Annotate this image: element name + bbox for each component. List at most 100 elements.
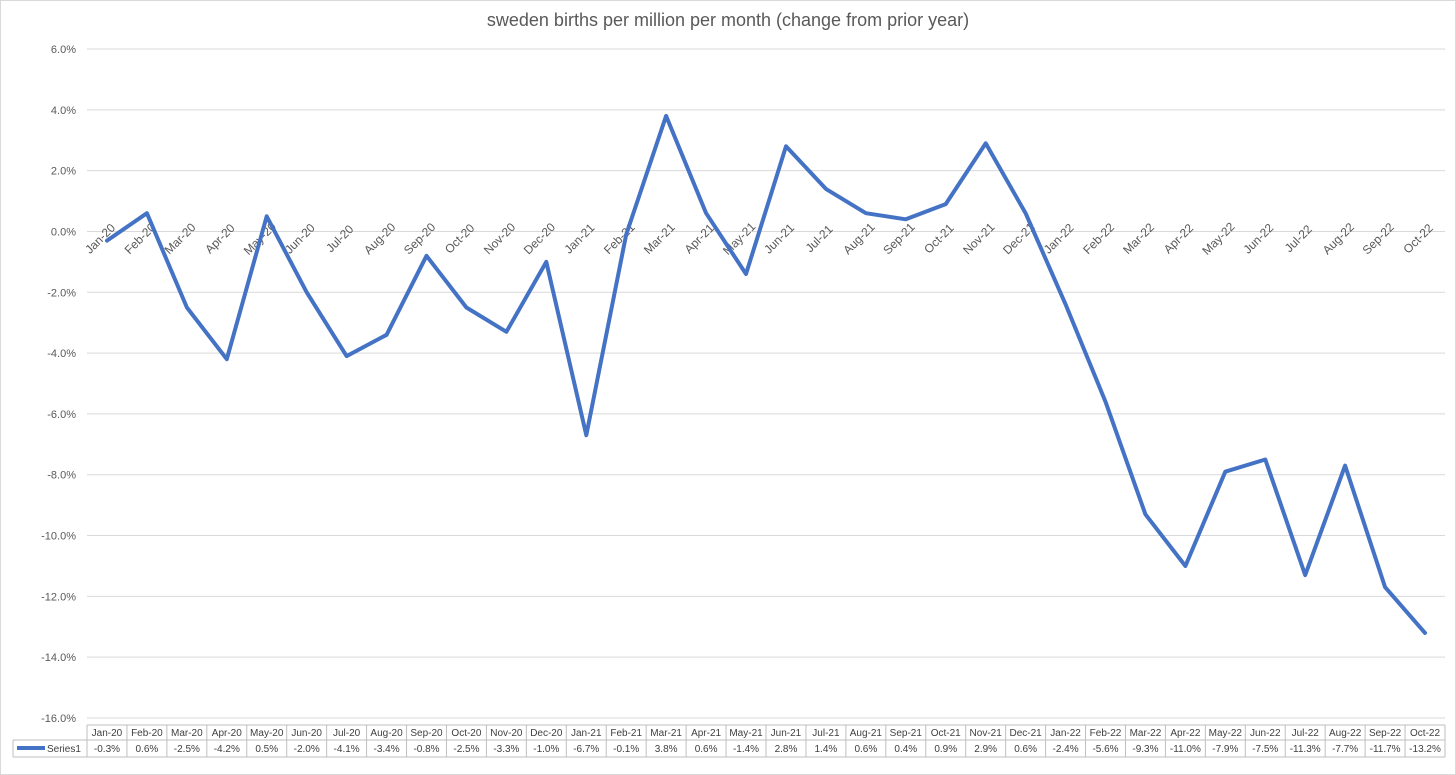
- y-tick-label: 4.0%: [51, 105, 76, 117]
- x-tick-label: Mar-21: [641, 220, 678, 257]
- y-tick-label: -2.0%: [47, 287, 76, 299]
- x-tick-label: Oct-22: [1401, 221, 1437, 257]
- table-category-label: Jan-22: [1050, 728, 1081, 739]
- table-category-label: Oct-20: [451, 728, 481, 739]
- table-value-label: -2.4%: [1052, 744, 1078, 755]
- x-tick-label: Aug-20: [361, 220, 398, 257]
- table-value-label: -3.3%: [493, 744, 519, 755]
- y-tick-label: 6.0%: [51, 44, 76, 56]
- x-tick-label: Jun-22: [1241, 220, 1277, 256]
- x-tick-label: Apr-22: [1161, 221, 1197, 257]
- table-value-label: 0.6%: [854, 744, 877, 755]
- table-category-label: Sep-22: [1369, 728, 1402, 739]
- y-tick-label: 0.0%: [51, 226, 76, 238]
- table-value-label: -11.0%: [1170, 744, 1201, 755]
- table-category-label: May-20: [250, 728, 284, 739]
- y-tick-label: -6.0%: [47, 409, 76, 421]
- table-value-label: -9.3%: [1132, 744, 1158, 755]
- y-axis-tick-labels: 6.0% 4.0% 2.0% 0.0% -2.0% -4.0% -6.0% -8.0% -10.…: [41, 44, 76, 725]
- table-category-label: Feb-21: [610, 728, 642, 739]
- table-value-label: 2.8%: [775, 744, 798, 755]
- x-tick-label: Sep-20: [401, 220, 438, 257]
- table-category-label: Jun-21: [771, 728, 802, 739]
- table-category-label: Jan-21: [571, 728, 602, 739]
- table-value-label: -7.5%: [1252, 744, 1278, 755]
- table-category-label: Nov-20: [490, 728, 523, 739]
- table-category-label: May-21: [729, 728, 763, 739]
- table-category-label: Sep-21: [890, 728, 923, 739]
- table-value-label: 0.6%: [136, 744, 159, 755]
- table-category-label: Aug-20: [370, 728, 403, 739]
- table-category-label: Oct-22: [1410, 728, 1440, 739]
- table-category-label: Jul-22: [1292, 728, 1320, 739]
- x-tick-label: Oct-20: [442, 221, 478, 257]
- table-value-label: -7.7%: [1332, 744, 1358, 755]
- x-tick-label: Sep-21: [880, 220, 917, 257]
- x-tick-label: Nov-21: [960, 220, 997, 257]
- table-category-label: Jul-20: [333, 728, 361, 739]
- y-tick-label: -14.0%: [41, 652, 76, 664]
- y-tick-label: 2.0%: [51, 166, 76, 178]
- table-value-label: -0.8%: [413, 744, 439, 755]
- x-tick-label: Jul-21: [803, 222, 836, 255]
- table-value-label: -0.1%: [613, 744, 639, 755]
- table-category-label: Jun-22: [1250, 728, 1281, 739]
- table-value-label: -2.5%: [174, 744, 200, 755]
- table-value-label: 0.4%: [894, 744, 917, 755]
- table-value-label: -13.2%: [1409, 744, 1441, 755]
- y-tick-label: -8.0%: [47, 470, 76, 482]
- table-value-label: -6.7%: [573, 744, 599, 755]
- x-tick-label: Jan-21: [562, 220, 598, 256]
- table-value-label: -2.0%: [294, 744, 320, 755]
- table-value-label: -7.9%: [1212, 744, 1238, 755]
- table-category-label: Aug-22: [1329, 728, 1362, 739]
- y-tick-label: -4.0%: [47, 348, 76, 360]
- table-category-label: Dec-21: [1009, 728, 1042, 739]
- table-value-label: 0.6%: [1014, 744, 1037, 755]
- table-value-label: -1.0%: [533, 744, 559, 755]
- chart-title: sweden births per million per month (cha…: [486, 10, 970, 30]
- table-value-label: -3.4%: [373, 744, 399, 755]
- gridlines: [87, 48, 1445, 719]
- table-category-label: Apr-21: [691, 728, 721, 739]
- table-value-label: -1.4%: [733, 744, 759, 755]
- x-tick-label: Jul-22: [1282, 222, 1315, 255]
- table-value-label: -11.7%: [1370, 744, 1401, 755]
- table-value-label: 0.9%: [934, 744, 957, 755]
- x-tick-label: Jul-20: [323, 222, 356, 255]
- table-category-label: Jul-21: [812, 728, 840, 739]
- table-category-label: Oct-21: [931, 728, 961, 739]
- table-value-label: 0.5%: [255, 744, 278, 755]
- table-category-label: Apr-20: [212, 728, 242, 739]
- table-category-label: Feb-22: [1090, 728, 1122, 739]
- table-category-label: May-22: [1209, 728, 1243, 739]
- table-category-label: Mar-21: [650, 728, 682, 739]
- x-tick-label: Aug-21: [840, 220, 877, 257]
- x-tick-label: Jun-21: [761, 220, 797, 256]
- x-tick-label: May-22: [1199, 219, 1237, 257]
- x-tick-label: Sep-22: [1360, 220, 1397, 257]
- table-category-label: Jan-20: [92, 728, 123, 739]
- x-tick-label: Apr-20: [202, 221, 238, 257]
- x-tick-label: Jun-20: [282, 220, 318, 256]
- table-value-label: 0.6%: [695, 744, 718, 755]
- series1-line: [105, 113, 1427, 635]
- table-value-label: -11.3%: [1290, 744, 1321, 755]
- table-value-label: -0.3%: [94, 744, 120, 755]
- table-category-label: Mar-22: [1130, 728, 1162, 739]
- x-tick-label: Apr-21: [682, 221, 718, 257]
- table-value-label: 1.4%: [815, 744, 838, 755]
- table-category-label: Nov-21: [970, 728, 1003, 739]
- x-tick-label: Dec-20: [521, 220, 558, 257]
- x-tick-label: Feb-22: [1080, 220, 1117, 257]
- table-value-label: -4.1%: [334, 744, 360, 755]
- x-tick-label: Feb-21: [601, 220, 638, 257]
- x-tick-label: Mar-22: [1120, 220, 1157, 257]
- series-lines: [105, 113, 1427, 635]
- table-value-label: 2.9%: [974, 744, 997, 755]
- table-category-label: Aug-21: [850, 728, 883, 739]
- x-tick-label: Jan-22: [1041, 220, 1077, 256]
- table-category-label: Feb-20: [131, 728, 163, 739]
- table-category-label: Mar-20: [171, 728, 203, 739]
